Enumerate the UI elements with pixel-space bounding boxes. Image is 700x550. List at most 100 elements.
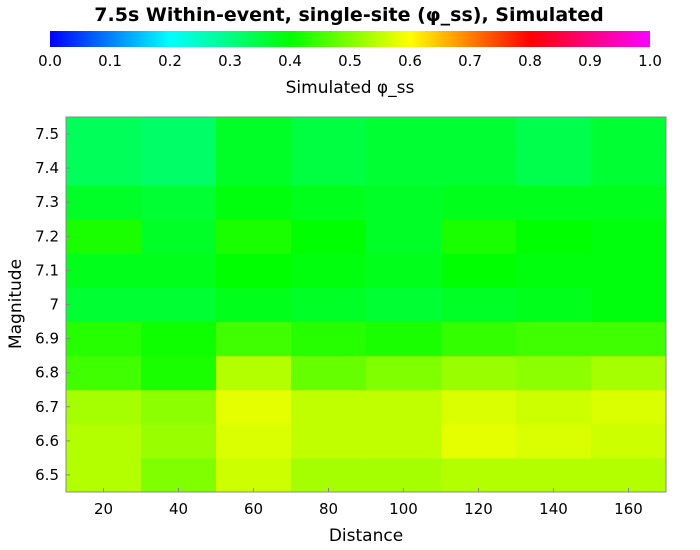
- heatmap-cell: [366, 151, 442, 186]
- colorbar-ticks: 0.0 0.1 0.2 0.3 0.4 0.5 0.6 0.7 0.8 0.9 1.0: [38, 52, 662, 70]
- heatmap-cell: [141, 321, 217, 357]
- heatmap-cell: [591, 253, 667, 288]
- x-tick-label: 60: [244, 500, 263, 518]
- x-tick-label: 160: [614, 500, 643, 518]
- heatmap-cell: [516, 253, 592, 288]
- heatmap-cell: [366, 185, 442, 220]
- heatmap-cell: [141, 219, 217, 254]
- heatmap-cell: [516, 423, 592, 459]
- heatmap-cell: [366, 355, 442, 391]
- heatmap-cell: [366, 219, 442, 254]
- heatmap-cell: [441, 423, 517, 459]
- heatmap-cell: [66, 151, 142, 186]
- y-tick-label: 7.2: [35, 227, 59, 245]
- heatmap-cell: [441, 389, 517, 425]
- heatmap-cell: [291, 457, 367, 493]
- y-tick-label: 7.3: [35, 193, 59, 211]
- y-tick-label: 6.5: [35, 466, 59, 484]
- y-tick-label: 7.4: [35, 159, 59, 177]
- heatmap-cell: [441, 355, 517, 391]
- heatmap-cell: [366, 457, 442, 493]
- heatmap-cell: [516, 355, 592, 391]
- heatmap-cell: [66, 321, 142, 357]
- heatmap-cell: [291, 151, 367, 186]
- heatmap-cell: [66, 457, 142, 493]
- x-axis-ticks: 20 40 60 80 100 120 140 160: [94, 488, 643, 518]
- x-tick-label: 100: [389, 500, 418, 518]
- x-tick-label: 120: [464, 500, 493, 518]
- colorbar-tick-label: 0.4: [278, 52, 302, 70]
- heatmap-cell: [291, 185, 367, 220]
- heatmap-cell: [216, 219, 292, 254]
- heatmap-cell: [216, 321, 292, 357]
- heatmap-cell: [291, 321, 367, 357]
- heatmap-cell: [216, 355, 292, 391]
- heatmap-cell: [441, 457, 517, 493]
- heatmap-cell: [591, 185, 667, 220]
- heatmap-cell: [216, 185, 292, 220]
- y-axis-ticks: 6.5 6.6 6.7 6.8 6.9 7 7.1 7.2 7.3 7.4 7.5: [35, 125, 70, 484]
- y-tick-label: 7.5: [35, 125, 59, 143]
- heatmap-cell: [141, 185, 217, 220]
- heatmap-cell: [141, 389, 217, 425]
- y-tick-label: 6.6: [35, 432, 59, 450]
- heatmap-cell: [591, 321, 667, 357]
- heatmap-cell: [216, 117, 292, 152]
- heatmap-cell: [291, 389, 367, 425]
- heatmap-cell: [516, 389, 592, 425]
- heatmap-cell: [591, 389, 667, 425]
- y-tick-label: 7: [49, 296, 59, 314]
- colorbar-tick-label: 0.8: [518, 52, 542, 70]
- heatmap-cell: [216, 457, 292, 493]
- colorbar-tick-label: 0.3: [218, 52, 242, 70]
- x-tick-label: 40: [169, 500, 188, 518]
- colorbar-tick-label: 0.2: [158, 52, 182, 70]
- y-tick-label: 6.9: [35, 330, 59, 348]
- heatmap-cell: [591, 117, 667, 152]
- heatmap-cell: [441, 185, 517, 220]
- heatmap-cell: [441, 117, 517, 152]
- heatmap-cell: [366, 253, 442, 288]
- colorbar-tick-label: 0.5: [338, 52, 362, 70]
- y-axis-label: Magnitude: [6, 259, 26, 349]
- heatmap-cell: [591, 219, 667, 254]
- heatmap-cell: [516, 219, 592, 254]
- heatmap-cell: [441, 219, 517, 254]
- heatmap-cell: [591, 423, 667, 459]
- heatmap-cell: [441, 321, 517, 357]
- heatmap-cell: [291, 287, 367, 323]
- heatmap-cell: [441, 287, 517, 323]
- heatmap-cell: [291, 253, 367, 288]
- heatmap-cell: [516, 151, 592, 186]
- heatmap-cell: [366, 423, 442, 459]
- heatmap-cell: [216, 151, 292, 186]
- heatmap-cell: [66, 117, 142, 152]
- heatmap-cell: [366, 321, 442, 357]
- heatmap-cell: [66, 389, 142, 425]
- heatmap-cell: [516, 185, 592, 220]
- heatmap-cell: [291, 117, 367, 152]
- heatmap-cell: [141, 117, 217, 152]
- heatmap-cell: [66, 423, 142, 459]
- colorbar: [50, 31, 650, 47]
- x-axis-label: Distance: [329, 526, 403, 546]
- y-tick-label: 6.7: [35, 398, 59, 416]
- heatmap-cell: [216, 287, 292, 323]
- y-tick-label: 6.8: [35, 364, 59, 382]
- heatmap-cell: [291, 219, 367, 254]
- heatmap-cell: [441, 253, 517, 288]
- heatmap-cell: [441, 151, 517, 186]
- heatmap-cell: [66, 287, 142, 323]
- heatmap-cell: [66, 185, 142, 220]
- heatmap-cell: [291, 355, 367, 391]
- colorbar-tick-label: 0.6: [398, 52, 422, 70]
- heatmap-cell: [366, 287, 442, 323]
- colorbar-tick-label: 0.1: [98, 52, 122, 70]
- heatmap-cell: [216, 389, 292, 425]
- heatmap-cell: [141, 355, 217, 391]
- heatmap-cell: [516, 117, 592, 152]
- x-tick-label: 20: [94, 500, 113, 518]
- heatmap-cell: [141, 423, 217, 459]
- heatmap-cell: [591, 151, 667, 186]
